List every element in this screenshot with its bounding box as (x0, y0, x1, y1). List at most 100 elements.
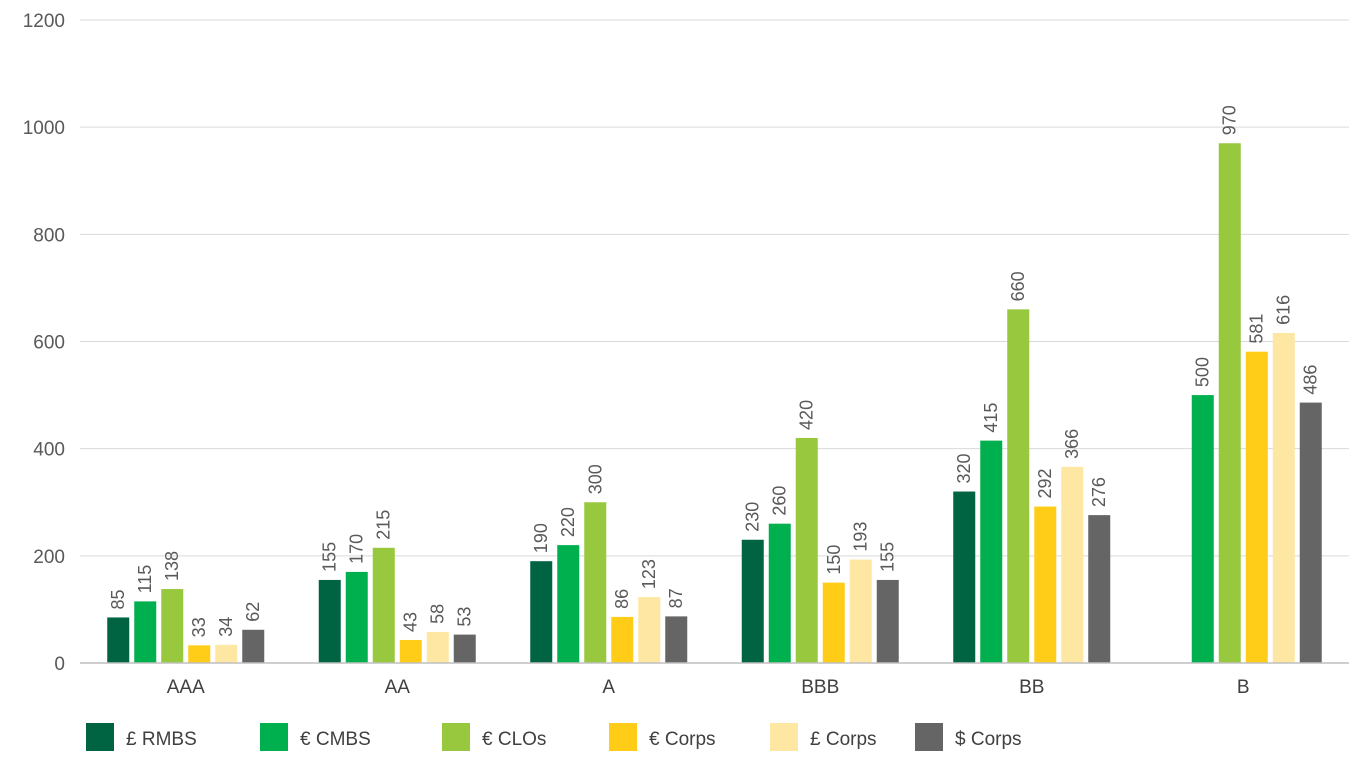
x-tick-label: AA (385, 677, 411, 698)
bar-b-4 (1272, 332, 1295, 663)
data-label: 486 (1301, 365, 1321, 395)
bar-a-2 (584, 502, 607, 663)
data-label: 155 (878, 542, 898, 572)
data-label: 86 (612, 589, 632, 609)
bar-b-5 (1299, 402, 1322, 663)
x-tick-label: B (1237, 677, 1250, 698)
bar-aa-0 (318, 579, 341, 663)
data-label: 415 (981, 403, 1001, 433)
legend-swatch (770, 723, 798, 751)
data-label: 53 (455, 607, 475, 627)
x-tick-label: A (602, 677, 615, 698)
bar-a-0 (530, 561, 553, 663)
y-tick-label: 400 (33, 440, 65, 461)
legend-label: $ Corps (955, 729, 1022, 750)
y-tick-label: 1200 (23, 11, 65, 32)
bar-aaa-1 (134, 601, 157, 663)
legend: £ RMBS € CMBS € CLOs € Corps £ Corps $ Corps (86, 723, 1022, 751)
legend-label: € CLOs (482, 729, 546, 750)
bar-bb-2 (1007, 309, 1030, 663)
x-tick-label: BBB (801, 677, 839, 698)
legend-swatch (86, 723, 114, 751)
bar-aaa-4 (215, 644, 238, 663)
data-label: 62 (243, 602, 263, 622)
legend-swatch (260, 723, 288, 751)
x-tick-label: BB (1019, 677, 1044, 698)
bar-bbb-3 (822, 582, 845, 663)
bar-bbb-1 (768, 523, 791, 663)
legend-swatch (915, 723, 943, 751)
bar-a-4 (638, 597, 661, 663)
legend-swatch (609, 723, 637, 751)
bar-aaa-2 (161, 589, 184, 663)
bars (107, 143, 1322, 663)
data-label: 150 (824, 545, 844, 575)
legend-label: € CMBS (300, 729, 371, 750)
bar-bb-1 (980, 440, 1003, 663)
data-label: 970 (1220, 105, 1240, 135)
data-label: 170 (347, 534, 367, 564)
data-label: 190 (531, 523, 551, 553)
bar-b-3 (1245, 351, 1268, 663)
data-label: 85 (108, 589, 128, 609)
bar-aaa-5 (242, 629, 265, 663)
y-tick-label: 800 (33, 225, 65, 246)
data-label: 230 (743, 502, 763, 532)
bar-bbb-4 (849, 559, 872, 663)
data-label: 300 (585, 464, 605, 494)
data-label: 660 (1008, 271, 1028, 301)
data-label: 215 (374, 510, 394, 540)
data-label: 220 (558, 507, 578, 537)
data-label: 581 (1247, 314, 1267, 344)
bar-aa-1 (345, 571, 368, 663)
y-tick-label: 200 (33, 547, 65, 568)
data-label: 616 (1274, 295, 1294, 325)
bar-aa-4 (426, 631, 449, 663)
y-tick-label: 600 (33, 333, 65, 354)
bar-bbb-5 (876, 579, 899, 663)
legend-label: £ RMBS (126, 729, 197, 750)
bar-bb-4 (1061, 466, 1084, 663)
data-label: 500 (1193, 357, 1213, 387)
x-tick-label: AAA (167, 677, 205, 698)
y-tick-label: 1000 (23, 118, 65, 139)
x-axis: AAA AA A BBB BB B (80, 662, 1349, 698)
gridlines (80, 19, 1349, 557)
bar-aa-3 (399, 639, 422, 663)
bar-aa-5 (453, 634, 476, 663)
y-tick-label: 0 (54, 654, 65, 675)
data-label: 34 (216, 617, 236, 637)
data-label: 320 (954, 453, 974, 483)
bar-bb-0 (953, 491, 976, 663)
data-label: 260 (770, 486, 790, 516)
data-label: 115 (135, 565, 155, 594)
bar-bbb-0 (741, 539, 764, 663)
bar-aaa-3 (188, 645, 211, 663)
data-labels: 85 115 138 33 34 62 155 170 215 43 58 53 190 220 300 86… (108, 105, 1321, 637)
bar-b-1 (1191, 395, 1214, 663)
bar-a-1 (557, 545, 580, 663)
bar-aaa-0 (107, 617, 130, 663)
bar-bbb-2 (795, 437, 818, 663)
data-label: 33 (189, 617, 209, 637)
data-label: 123 (639, 559, 659, 589)
bar-aa-2 (372, 547, 395, 663)
data-label: 292 (1035, 468, 1055, 498)
data-label: 276 (1089, 477, 1109, 507)
data-label: 58 (428, 604, 448, 624)
data-label: 420 (797, 400, 817, 430)
bar-bb-3 (1034, 506, 1057, 663)
data-label: 43 (401, 612, 421, 632)
y-axis: 0 200 400 600 800 1000 1200 (23, 11, 65, 675)
data-label: 87 (666, 588, 686, 608)
bar-a-5 (665, 616, 688, 663)
legend-label: € Corps (649, 729, 716, 750)
data-label: 138 (162, 551, 182, 581)
bar-b-2 (1218, 143, 1241, 663)
data-label: 366 (1062, 429, 1082, 459)
legend-swatch (442, 723, 470, 751)
bar-a-3 (611, 616, 634, 663)
bar-bb-5 (1088, 515, 1111, 663)
data-label: 193 (851, 522, 871, 552)
